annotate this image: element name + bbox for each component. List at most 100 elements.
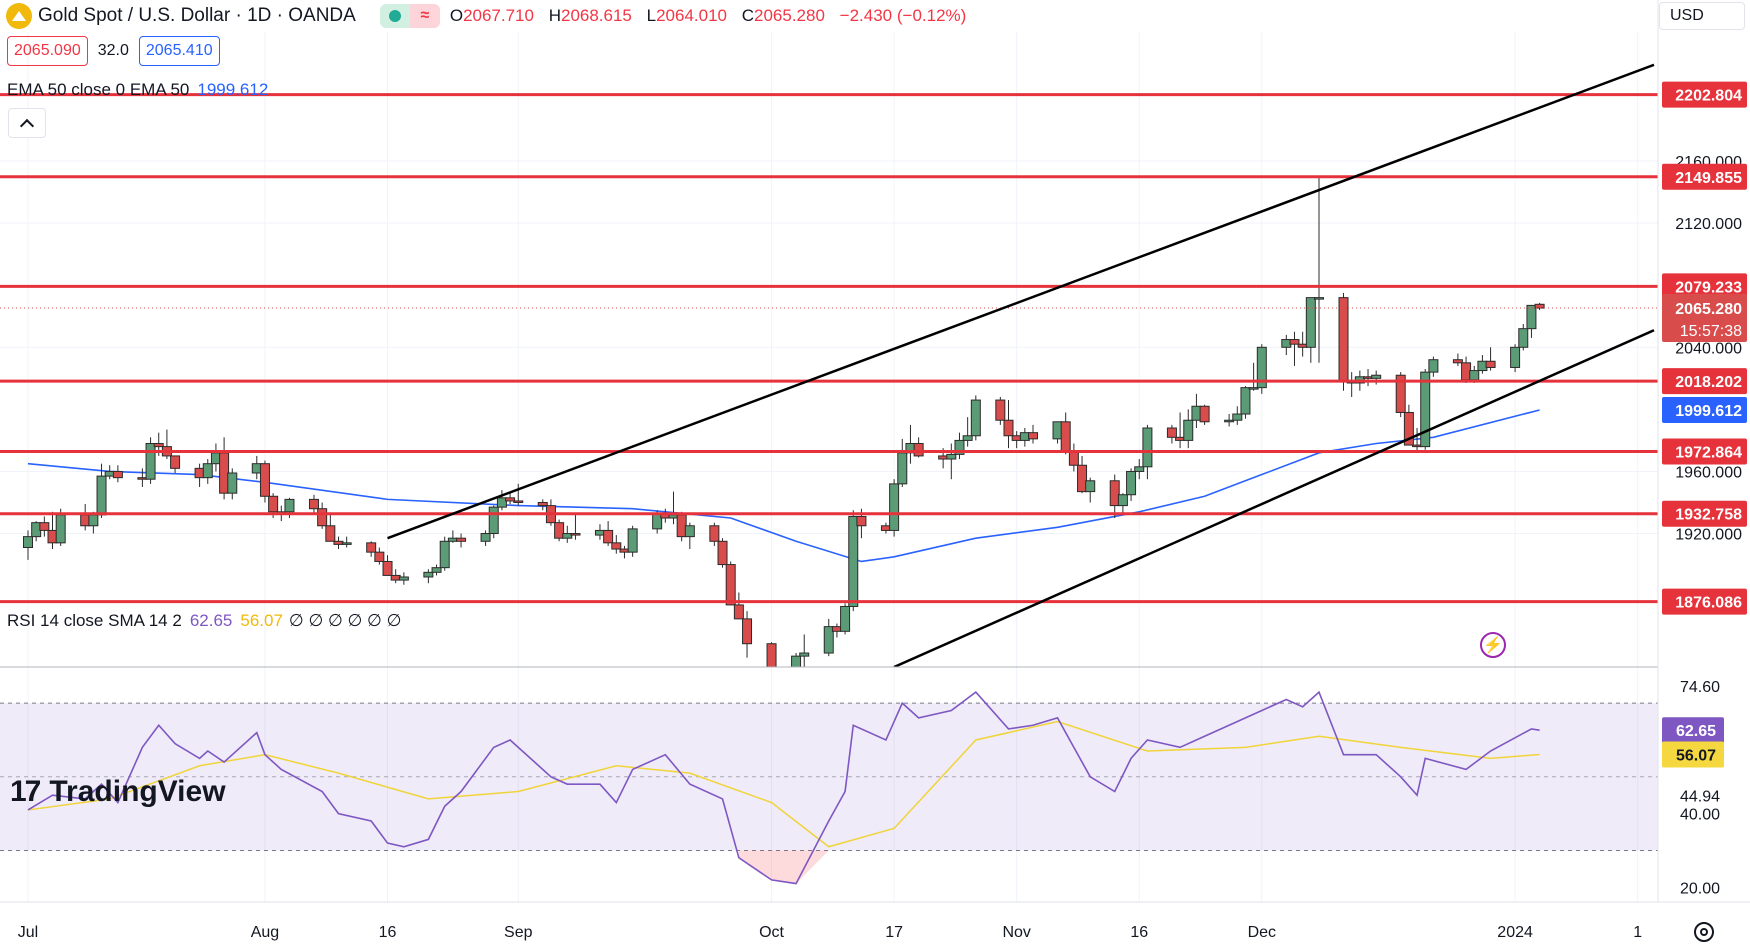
candle: [145, 437, 156, 484]
candle-body-up: [562, 533, 573, 539]
candle-body-down: [170, 455, 181, 469]
candle-body-up: [823, 626, 834, 654]
candle: [194, 463, 205, 487]
candle-body-up: [962, 435, 973, 441]
price-tick-label: 2120.000: [1675, 216, 1742, 233]
level-price-tag: 2018.202: [1662, 368, 1747, 395]
candle: [840, 603, 851, 635]
candle-body-up: [594, 529, 605, 536]
level-price-tag-bg: [1662, 368, 1747, 395]
candle: [333, 536, 344, 550]
candle: [1281, 334, 1292, 356]
candle-body-up: [1117, 494, 1128, 507]
candle: [1068, 443, 1079, 472]
data-status-icon[interactable]: ≈: [409, 4, 440, 28]
market-open-icon[interactable]: [379, 4, 410, 28]
level-price-tag: 1932.758: [1662, 500, 1747, 527]
candle-body-down: [194, 467, 205, 479]
candle-body-up: [488, 506, 499, 535]
candle: [1289, 331, 1300, 366]
candle: [970, 395, 981, 441]
candle: [31, 521, 42, 542]
candle-body-up: [496, 497, 507, 508]
rsi-tick-label: 44.94: [1680, 788, 1720, 805]
candle-body-up: [145, 443, 156, 480]
candle-body-down: [537, 501, 548, 507]
candle-body-down: [717, 540, 728, 566]
candle-body-up: [970, 399, 981, 437]
candle: [1395, 372, 1406, 418]
candle: [341, 536, 352, 548]
sell-button[interactable]: 2065.090: [7, 36, 88, 66]
candle: [537, 499, 548, 511]
time-tick-label: 17: [885, 924, 903, 941]
candle-body-up: [1510, 346, 1521, 368]
candle: [39, 516, 50, 537]
tradingview-wordmark: TradingView: [49, 775, 226, 808]
ema-legend-value: 1999.612: [197, 80, 269, 99]
symbol-header: Gold Spot / U.S. Dollar · 1D · OANDA ≈ O…: [0, 0, 976, 32]
candle: [1126, 468, 1137, 501]
candle-body-up: [1134, 466, 1145, 472]
candle-body-up: [1191, 405, 1202, 421]
candle-body-down: [913, 443, 924, 457]
trade-panel: 2065.090 32.0 2065.410: [7, 36, 220, 66]
time-tick-label: 16: [379, 924, 397, 941]
level-price-tag-text: 1972.864: [1675, 444, 1742, 461]
currency-selector[interactable]: USD: [1659, 2, 1745, 30]
candle-body-down: [570, 533, 581, 536]
candle-body-up: [848, 515, 859, 607]
candle: [480, 530, 491, 546]
candle-body-down: [382, 560, 393, 576]
candle-body-down: [1297, 343, 1308, 348]
candle: [995, 396, 1006, 425]
rsi-value-tag-bg: [1662, 717, 1724, 744]
candle-body-up: [104, 470, 115, 477]
gear-icon[interactable]: [1694, 922, 1714, 942]
candle: [889, 479, 900, 537]
candle: [823, 618, 834, 657]
candle: [1248, 362, 1259, 391]
candle: [1199, 404, 1210, 425]
ema-legend-label: EMA 50 close 0 EMA 50: [7, 80, 190, 99]
candle: [496, 490, 507, 511]
candle-body-down: [317, 508, 328, 527]
rsi-legend[interactable]: RSI 14 close SMA 14 2 62.65 56.07 ∅ ∅ ∅ ∅ ∅…: [7, 611, 401, 631]
candle: [594, 524, 605, 540]
tradingview-logo[interactable]: 17 TradingView: [10, 775, 226, 809]
candle-body-up: [1477, 360, 1488, 372]
rsi-legend-label: RSI 14 close SMA 14 2: [7, 611, 182, 630]
candle-body-down: [1199, 405, 1210, 423]
candle: [611, 535, 622, 554]
lightning-icon[interactable]: ⚡: [1480, 632, 1506, 658]
candle-body-up: [1183, 419, 1194, 441]
ema-legend[interactable]: EMA 50 close 0 EMA 50 1999.612: [7, 80, 268, 100]
time-tick-label: 1: [1633, 924, 1642, 941]
candle: [1224, 414, 1235, 427]
ema-price-tag-bg: [1662, 396, 1747, 423]
candle: [374, 547, 385, 565]
candle-body-down: [603, 529, 614, 544]
time-tick-label: Nov: [1002, 924, 1030, 941]
candle-body-up: [398, 576, 409, 581]
time-tick-label: 16: [1130, 924, 1148, 941]
candle-body-up: [1240, 387, 1251, 415]
candle-body-down: [733, 604, 744, 620]
buy-button[interactable]: 2065.410: [138, 36, 220, 66]
ohlc-values: O2067.710 H2068.615 L2064.010 C2065.280 …: [449, 6, 967, 25]
market-status-pill[interactable]: ≈: [379, 4, 440, 28]
collapse-legend-button[interactable]: [8, 108, 46, 138]
last-price-text: 2065.280: [1675, 301, 1742, 318]
symbol-title[interactable]: Gold Spot / U.S. Dollar · 1D · OANDA: [38, 5, 356, 26]
price-tick-label: 2040.000: [1675, 340, 1742, 357]
candle: [1117, 493, 1128, 515]
candle: [1477, 355, 1488, 374]
change-value: −2.430 (−0.12%): [839, 6, 967, 25]
level-price-tag-text: 1932.758: [1675, 507, 1742, 524]
candle-body-up: [1126, 470, 1137, 496]
candle: [791, 653, 802, 667]
candle-body-up: [1142, 427, 1153, 468]
level-price-tag-text: 1876.086: [1675, 595, 1742, 612]
candle-body-down: [112, 470, 123, 479]
